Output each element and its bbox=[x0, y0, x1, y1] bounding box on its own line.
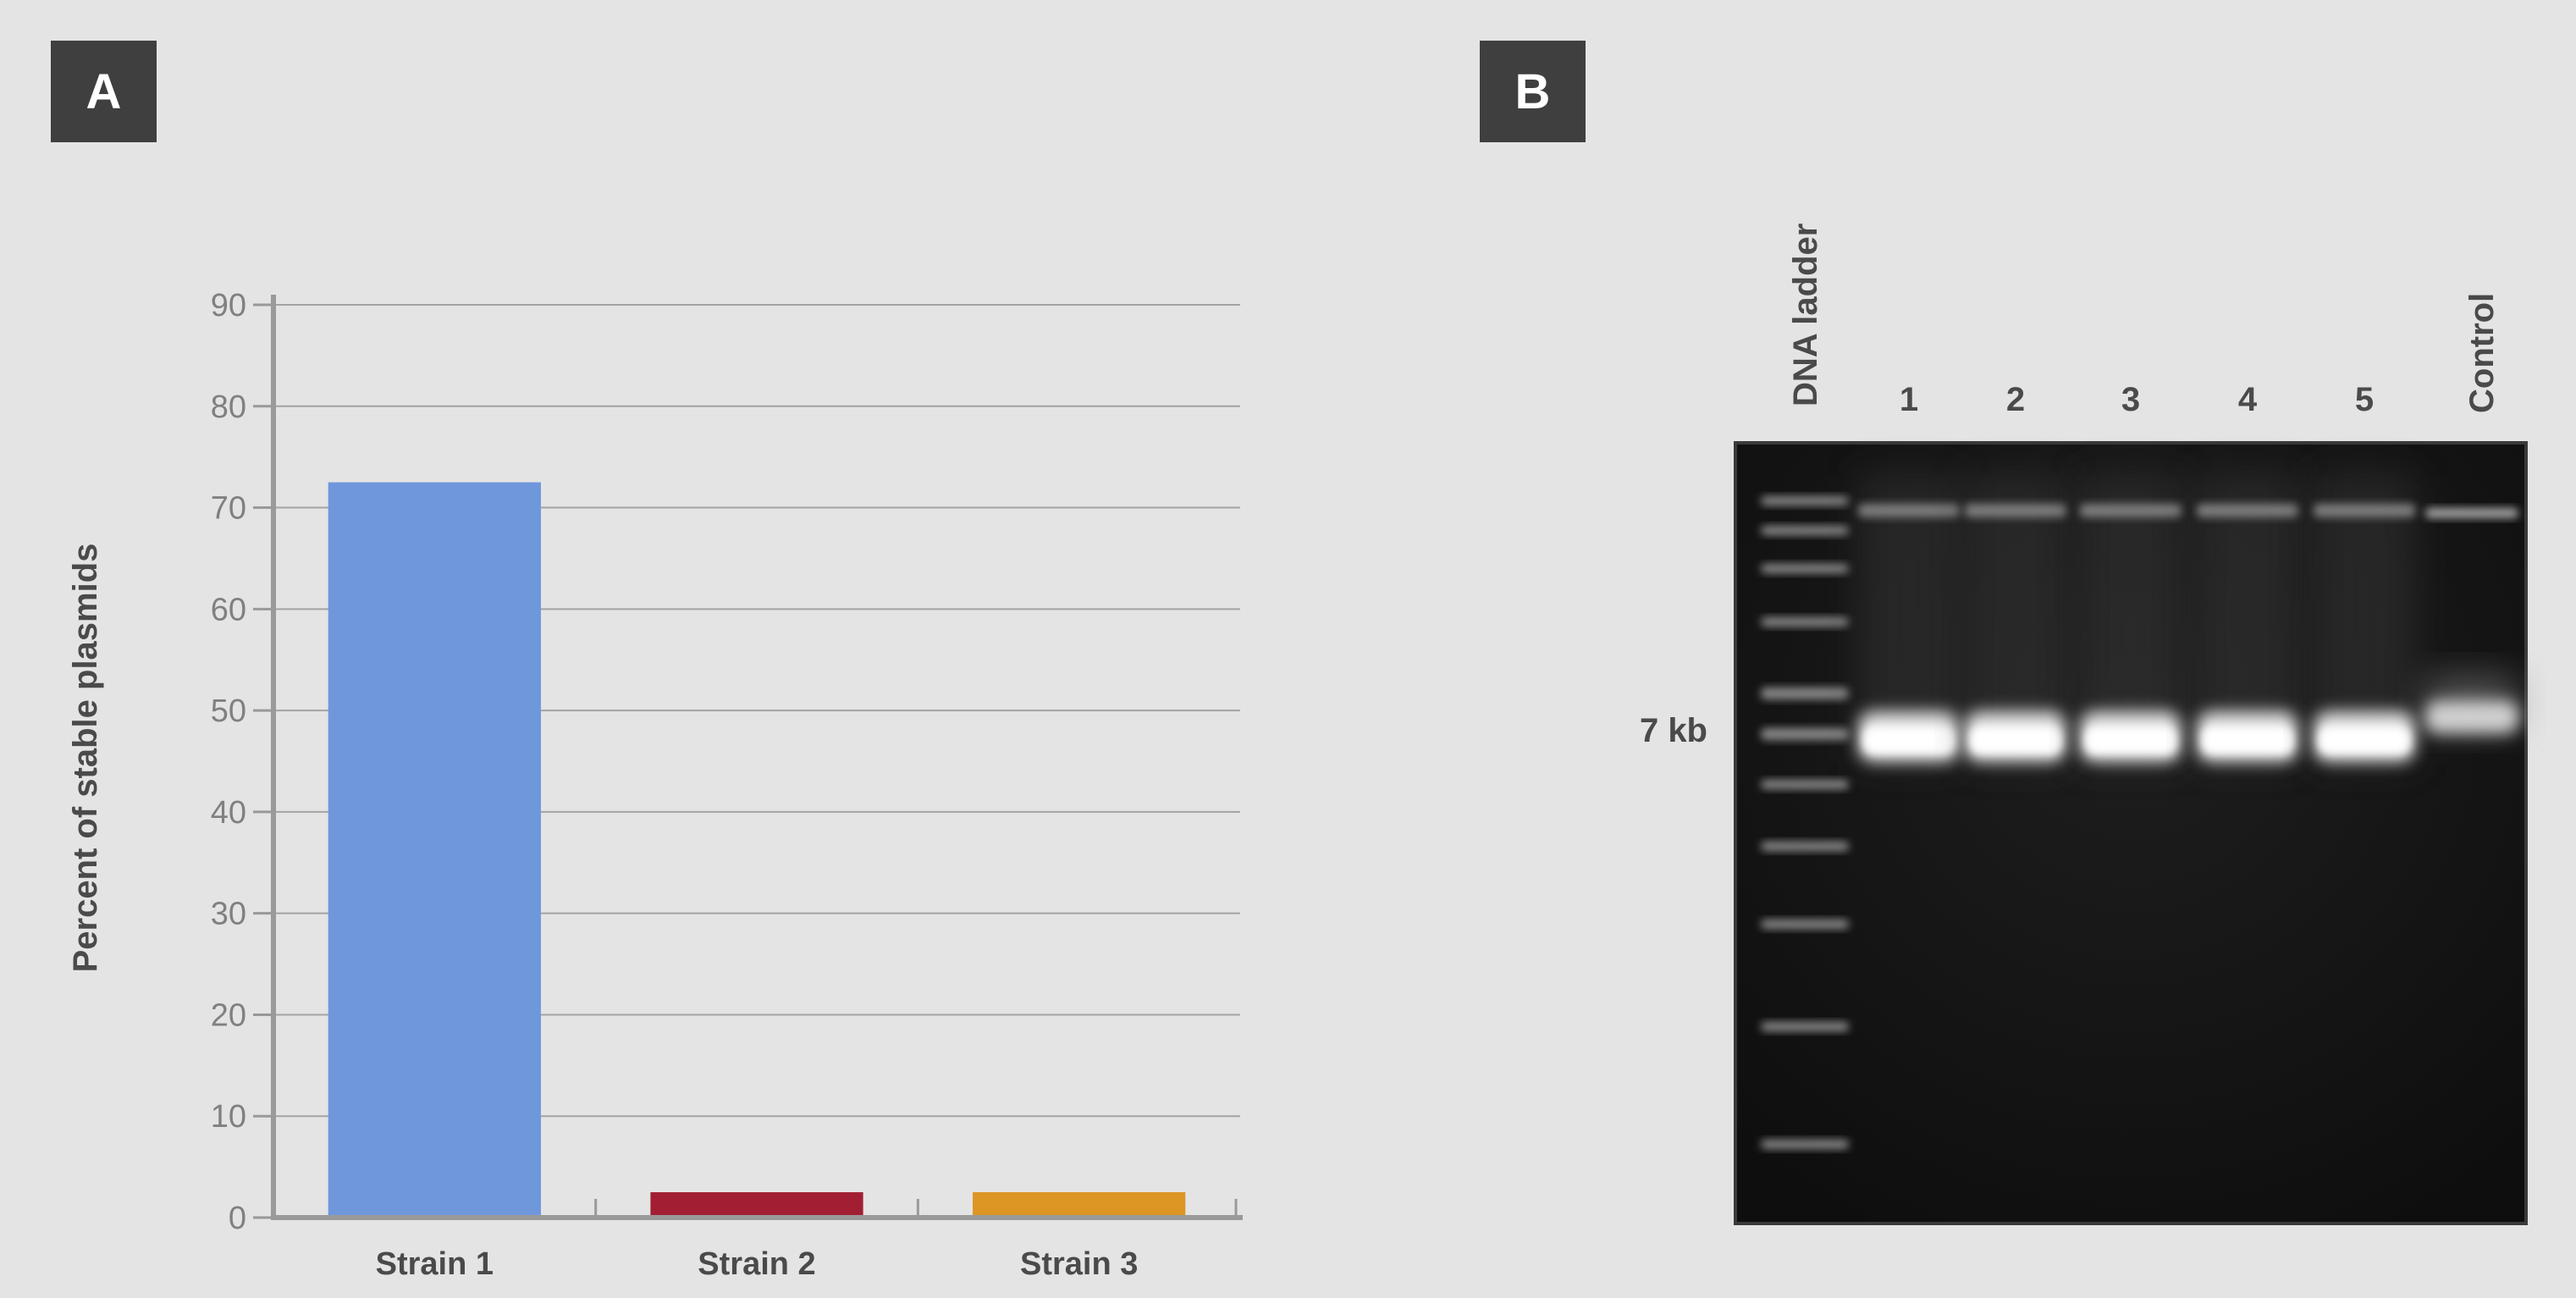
panel-b-label: B bbox=[1480, 41, 1586, 142]
x-category-label: Strain 3 bbox=[1020, 1246, 1138, 1282]
y-tick-labels: 0 10 20 30 40 50 60 70 80 90 bbox=[211, 288, 246, 1236]
lane-labels: 1 2 3 4 5 bbox=[1900, 381, 2374, 418]
y-tick-label: 0 bbox=[229, 1201, 246, 1236]
main-band-core bbox=[2319, 726, 2410, 754]
ladder-band bbox=[1761, 1022, 1849, 1031]
ladder-band bbox=[1761, 617, 1849, 627]
ladder-band bbox=[1761, 526, 1849, 535]
upper-band bbox=[2197, 504, 2298, 517]
y-tick-label: 50 bbox=[211, 693, 246, 729]
ladder-band bbox=[1761, 496, 1849, 505]
bar-1 bbox=[328, 482, 541, 1218]
ladder-band bbox=[1761, 1140, 1849, 1149]
main-band-core bbox=[1863, 726, 1955, 754]
control-upper-band bbox=[2425, 508, 2518, 518]
upper-band bbox=[1965, 504, 2066, 517]
x-category-label: Strain 2 bbox=[698, 1246, 815, 1282]
main-band-core bbox=[2085, 726, 2176, 754]
lane-label-3: 3 bbox=[2121, 381, 2140, 418]
bar-3 bbox=[973, 1192, 1186, 1218]
lane-label-4: 4 bbox=[2238, 381, 2258, 418]
y-tick-label: 40 bbox=[211, 795, 246, 831]
ladder-band bbox=[1761, 688, 1849, 699]
y-tick-label: 10 bbox=[211, 1099, 246, 1135]
y-tick-label: 60 bbox=[211, 592, 246, 627]
y-axis-title: Percent of stable plasmids bbox=[67, 544, 104, 973]
upper-band bbox=[2314, 504, 2415, 517]
control-label: Control bbox=[2463, 293, 2501, 413]
bar-2 bbox=[650, 1192, 863, 1218]
ladder-band bbox=[1761, 780, 1849, 789]
lane-label-2: 2 bbox=[2006, 381, 2025, 418]
size-marker-label: 7 kb bbox=[1640, 712, 1707, 749]
ladder-band bbox=[1761, 564, 1849, 573]
ladder-band bbox=[1761, 920, 1849, 929]
lane-label-5: 5 bbox=[2355, 381, 2374, 418]
x-category-labels: Strain 1 Strain 2 Strain 3 bbox=[376, 1246, 1139, 1282]
dna-ladder-label: DNA ladder bbox=[1787, 224, 1824, 406]
lane-label-1: 1 bbox=[1900, 381, 1918, 418]
y-tick-label: 90 bbox=[211, 288, 246, 323]
ladder-band bbox=[1761, 842, 1849, 851]
upper-band bbox=[2080, 504, 2182, 517]
ladder-band bbox=[1761, 728, 1849, 740]
control-main-band bbox=[2425, 701, 2518, 733]
y-tick-label: 80 bbox=[211, 389, 246, 425]
y-tick-label: 70 bbox=[211, 491, 246, 527]
gel-bands bbox=[1761, 474, 2518, 1149]
y-tick-label: 30 bbox=[211, 897, 246, 932]
x-category-label: Strain 1 bbox=[376, 1246, 494, 1282]
y-tick-label: 20 bbox=[211, 997, 246, 1033]
panel-a-label: A bbox=[51, 41, 157, 142]
main-band-core bbox=[2202, 726, 2293, 754]
bars bbox=[328, 482, 1186, 1218]
upper-band bbox=[1858, 504, 1960, 517]
axes bbox=[271, 295, 1243, 1220]
main-band-core bbox=[1970, 726, 2061, 754]
